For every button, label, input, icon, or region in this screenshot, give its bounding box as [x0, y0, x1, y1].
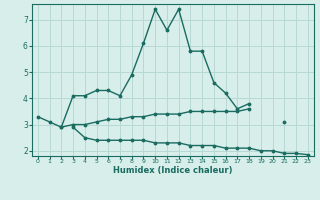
X-axis label: Humidex (Indice chaleur): Humidex (Indice chaleur)	[113, 166, 233, 175]
